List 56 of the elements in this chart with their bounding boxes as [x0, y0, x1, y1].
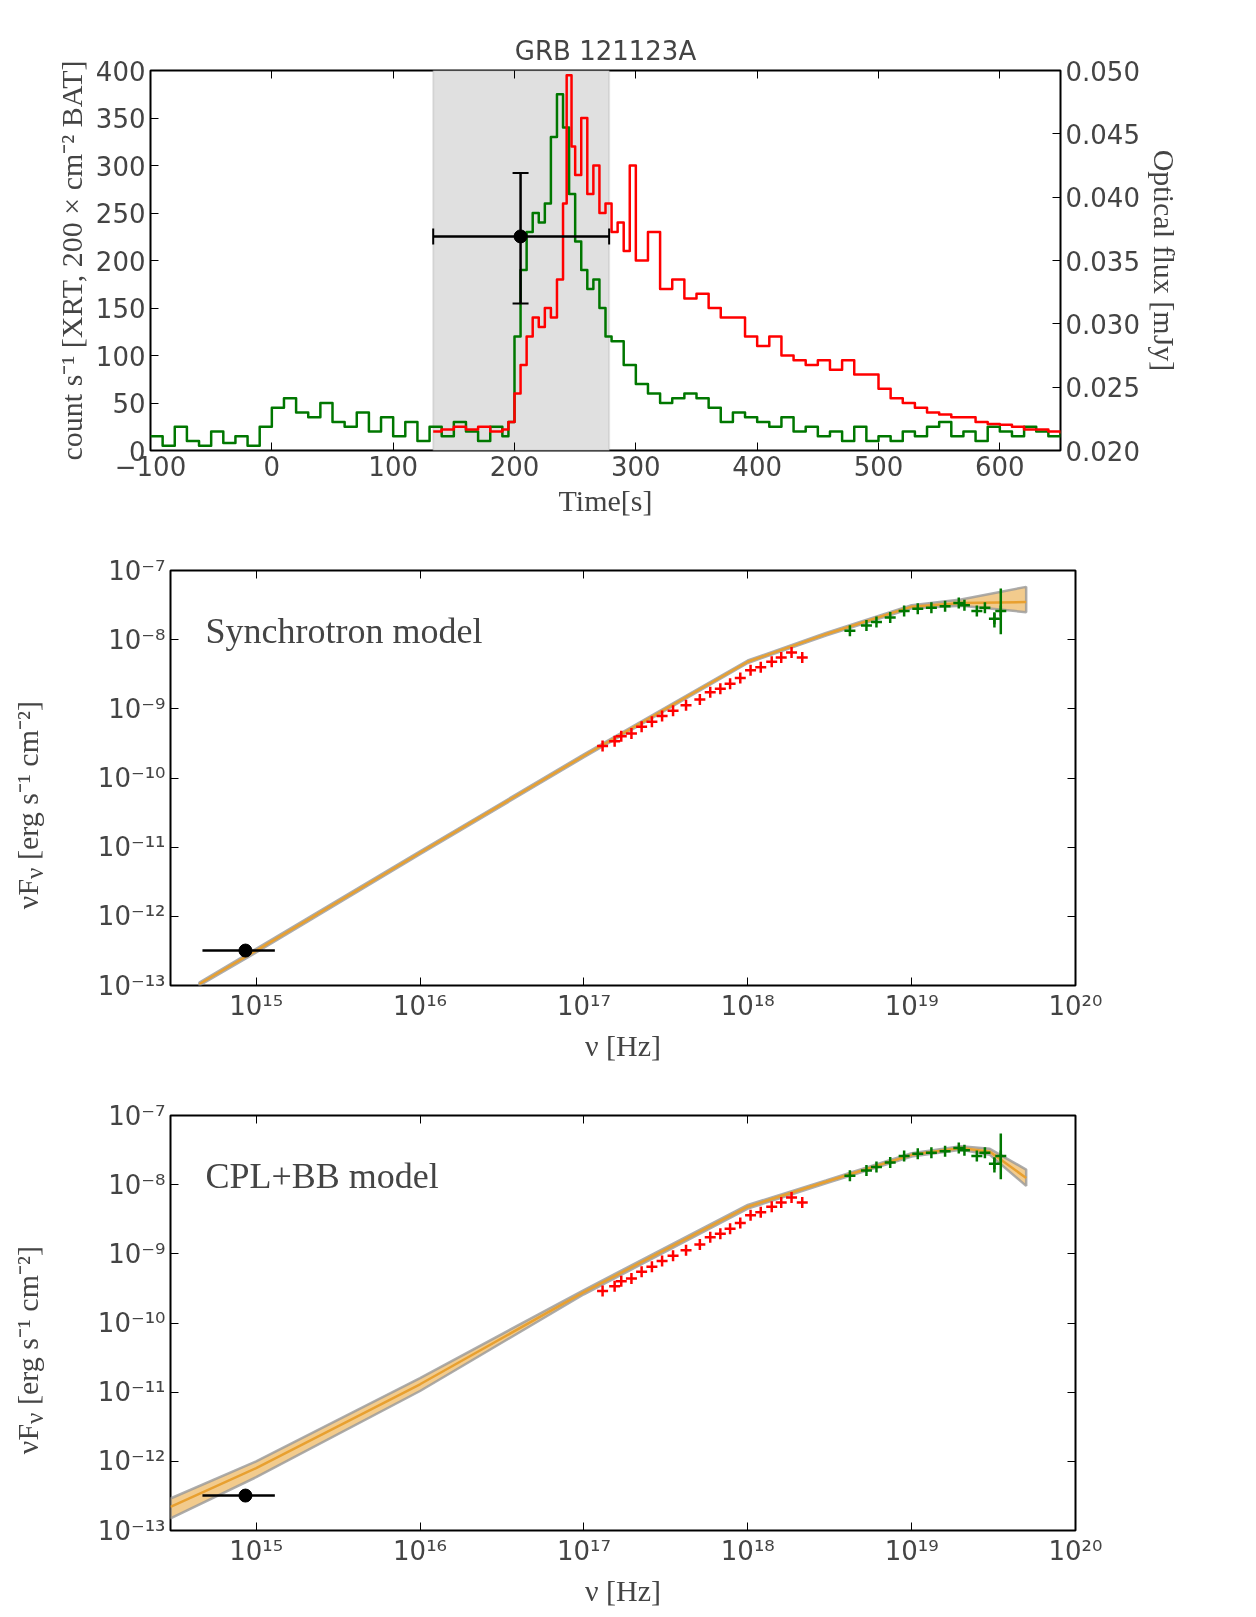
y-tick-label: 100 — [95, 341, 146, 372]
y2-tick-label: 0.030 — [1065, 309, 1140, 340]
y-tick-label: 250 — [95, 199, 146, 229]
chart-title: GRB 121123A — [514, 35, 697, 66]
y-tick-label: 10⁻⁸ — [108, 624, 166, 655]
x-tick-label: 10¹⁵ — [229, 1535, 284, 1566]
y2-tick-label: 0.035 — [1065, 246, 1140, 277]
y-tick-label: 10⁻⁷ — [108, 555, 166, 586]
y2-tick-label: 0.045 — [1065, 119, 1140, 150]
y-tick-label: 350 — [95, 104, 146, 134]
y-axis-title: count s⁻¹ [XRT, 200 × cm⁻² BAT] — [54, 60, 88, 461]
x-tick-label: 10²⁰ — [1048, 990, 1103, 1021]
y2-tick-label: 0.050 — [1065, 56, 1140, 87]
y-tick-label: 300 — [95, 151, 146, 182]
x-tick-label: 10²⁰ — [1048, 1535, 1103, 1566]
x-tick-label: 10¹⁷ — [556, 1535, 611, 1566]
x-tick-label: 10¹⁸ — [720, 990, 775, 1021]
y-tick-label: 10⁻¹¹ — [97, 832, 166, 863]
y-tick-label: 50 — [112, 389, 146, 419]
x-tick-label: 10¹⁷ — [556, 990, 611, 1021]
x-tick-label: 10¹⁹ — [884, 1535, 939, 1566]
y-tick-label: 400 — [95, 56, 146, 87]
x-tick-label: 200 — [489, 451, 540, 482]
y-tick-label: 10⁻¹³ — [97, 1515, 166, 1546]
y-tick-label: 10⁻¹¹ — [97, 1377, 166, 1408]
x-tick-label: 300 — [611, 451, 661, 482]
y-tick-label: 150 — [95, 294, 146, 324]
x-axis-title: ν [Hz] — [584, 1573, 662, 1607]
y-tick-label: 10⁻¹³ — [97, 970, 166, 1001]
x-tick-label: 10¹⁶ — [393, 1535, 448, 1566]
y-tick-label: 200 — [95, 246, 146, 277]
y2-tick-label: 0.025 — [1065, 373, 1140, 404]
y2-tick-label: 0.040 — [1065, 183, 1140, 214]
y-tick-label: 10⁻⁹ — [108, 1238, 166, 1269]
y-tick-label: 10⁻⁹ — [108, 693, 166, 724]
y-tick-label: 10⁻¹⁰ — [97, 1308, 166, 1338]
x-axis-title: ν [Hz] — [584, 1028, 662, 1062]
annotation: Synchrotron model — [205, 610, 483, 651]
x-tick-label: 0 — [263, 451, 281, 482]
x-tick-label: 100 — [368, 451, 418, 482]
x-axis-title: Time[s] — [558, 483, 653, 517]
y-tick-label: 10⁻¹⁰ — [97, 763, 166, 793]
y2-tick-label: 0.020 — [1065, 436, 1140, 467]
x-tick-label: 10¹⁹ — [884, 990, 939, 1021]
x-tick-label: 600 — [975, 451, 1025, 482]
x-tick-label: 10¹⁸ — [720, 1535, 775, 1566]
x-tick-label: 500 — [853, 451, 904, 482]
annotation: CPL+BB model — [205, 1155, 439, 1196]
y-tick-label: 10⁻¹² — [97, 1446, 166, 1477]
x-tick-label: 10¹⁵ — [229, 990, 284, 1021]
x-tick-label: 400 — [732, 451, 782, 482]
y-tick-label: 10⁻⁸ — [108, 1169, 166, 1200]
y2-axis-title: Optical flux [mJy] — [1147, 149, 1181, 372]
y-tick-label: 10⁻⁷ — [108, 1100, 166, 1131]
x-tick-label: 10¹⁶ — [393, 990, 448, 1021]
y-tick-label: 10⁻¹² — [97, 901, 166, 932]
